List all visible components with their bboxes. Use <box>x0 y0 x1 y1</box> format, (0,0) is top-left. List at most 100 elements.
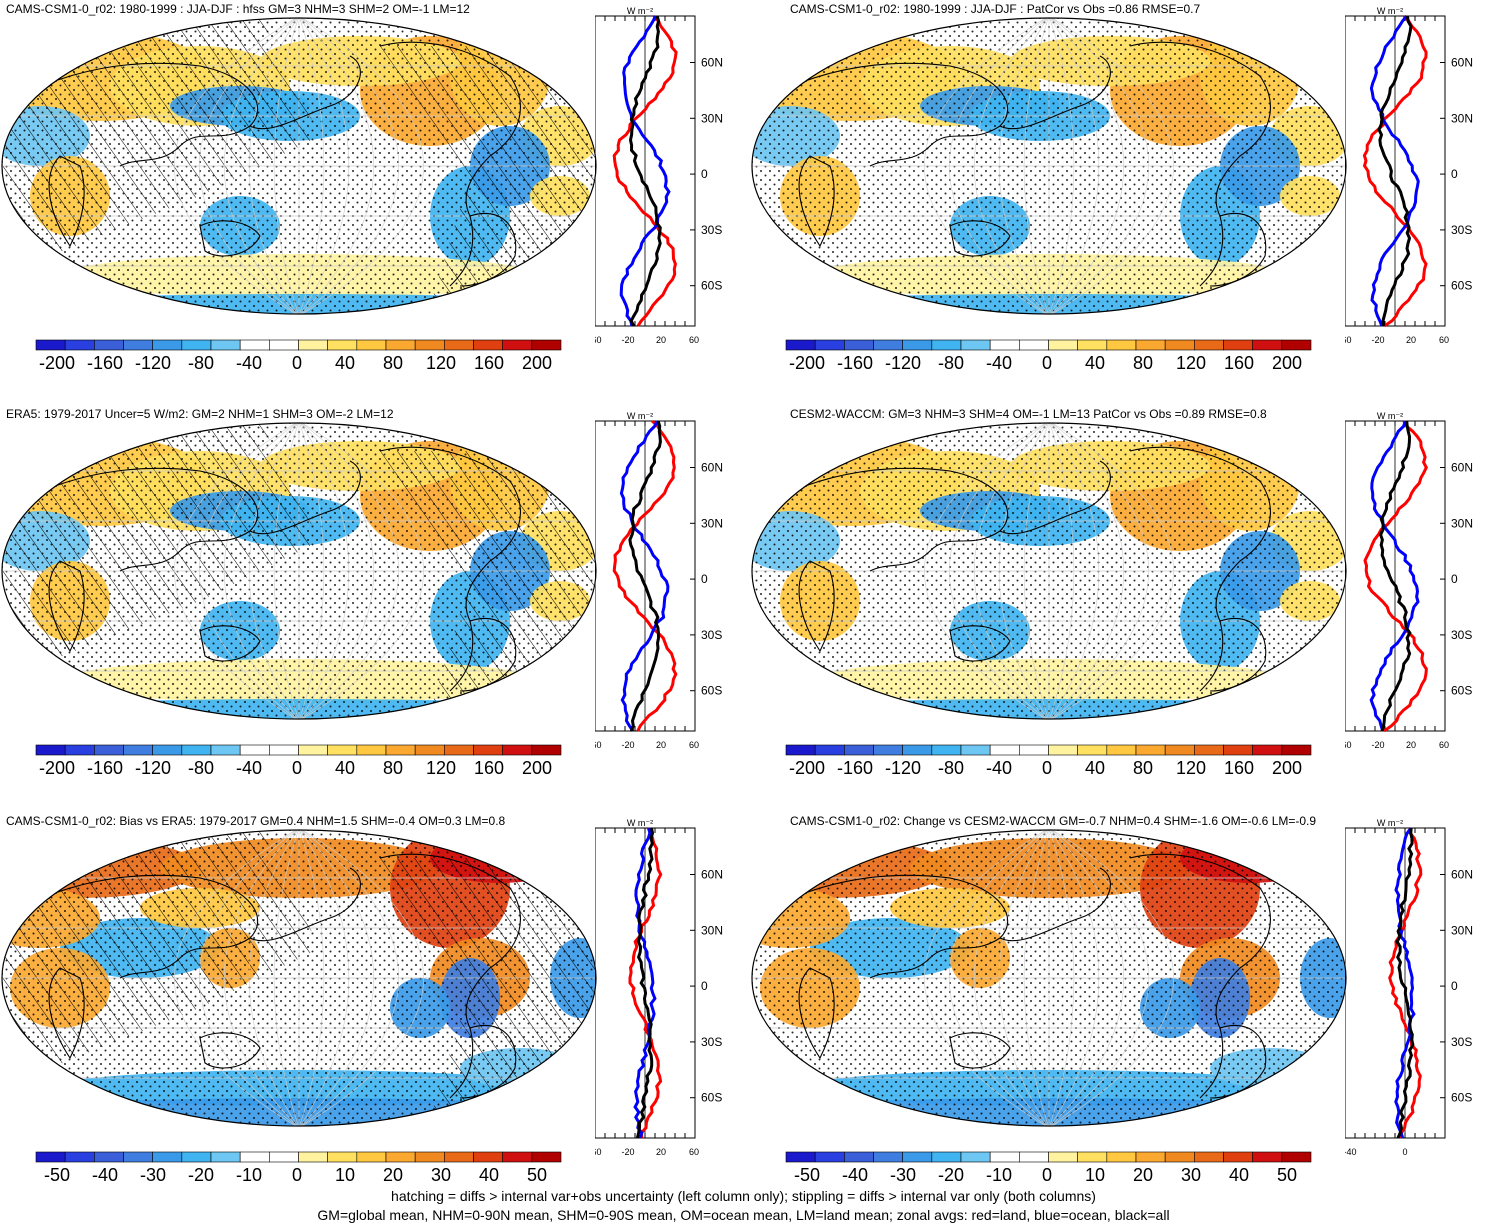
colorbar-tick-label: 0 <box>1041 758 1053 778</box>
colorbar <box>35 1151 562 1163</box>
colorbar-tick-label: 0 <box>291 1165 303 1185</box>
colorbar-tick-label: 0 <box>291 353 303 373</box>
colorbar-tick-label: -160 <box>86 758 124 778</box>
zonal-lat-label: 60N <box>701 868 723 882</box>
colorbar-tick-label: 40 <box>1084 353 1106 373</box>
zonal-lat-label: 60N <box>1451 56 1473 70</box>
colorbar-tick-label: 20 <box>382 1165 404 1185</box>
zonal-lat-label: 60N <box>701 56 723 70</box>
zonal-lat-label: 60S <box>1451 279 1472 293</box>
zonal-lat-label: 60S <box>701 1091 722 1105</box>
colorbar-tick-label: 50 <box>526 1165 548 1185</box>
zonal-lat-label: 30N <box>1451 923 1473 937</box>
zonal-all-curve <box>1378 420 1412 732</box>
colorbar-tick-label: 40 <box>334 758 356 778</box>
panel-title: CESM2-WACCM: GM=3 NHM=3 SHM=4 OM=-1 LM=1… <box>790 407 1267 421</box>
map-panel-6: CAMS-CSM1-0_r02: Change vs CESM2-WACCM G… <box>750 812 1487 1212</box>
zonal-lat-label: 0 <box>1451 167 1458 181</box>
map-plot <box>751 422 1347 720</box>
colorbar-tick-label: 80 <box>382 758 404 778</box>
zonal-x-tick-label: 60 <box>689 335 699 345</box>
colorbar-tick-label: 40 <box>1228 1165 1250 1185</box>
zonal-lat-label: 30N <box>701 923 723 937</box>
zonal-x-tick-label: -20 <box>1371 335 1384 345</box>
zonal-land-curve <box>612 14 678 327</box>
zonal-all-curve <box>1377 15 1413 327</box>
zonal-x-tick-label: 60 <box>1439 740 1449 750</box>
colorbar-tick-label: -120 <box>134 353 172 373</box>
colorbar <box>785 339 1312 351</box>
zonal-all-curve <box>628 420 662 732</box>
map-panel-5: CAMS-CSM1-0_r02: Bias vs ERA5: 1979-2017… <box>0 812 740 1212</box>
map-panel-1: CAMS-CSM1-0_r02: 1980-1999 : JJA-DJF : h… <box>0 0 740 400</box>
colorbar-tick-label: 0 <box>1041 1165 1053 1185</box>
colorbar-labels: -200 -160 -120 -80 -40 0 40 80 120 160 200 <box>35 758 560 782</box>
colorbar-tick-label: -160 <box>86 353 124 373</box>
zonal-lat-label: 60S <box>701 684 722 698</box>
panel-title: CAMS-CSM1-0_r02: 1980-1999 : JJA-DJF : h… <box>6 2 470 16</box>
colorbar-tick-label: 10 <box>1084 1165 1106 1185</box>
colorbar-tick-label: 160 <box>473 353 505 373</box>
zonal-x-tick-label: 20 <box>656 335 666 345</box>
colorbar-tick-label: 40 <box>1084 758 1106 778</box>
zonal-all-curve <box>1395 827 1415 1139</box>
colorbar-tick-label: 120 <box>425 353 457 373</box>
zonal-lat-label: 60N <box>1451 868 1473 882</box>
colorbar-tick-label: -40 <box>985 353 1013 373</box>
zonal-x-tick-label: -60 <box>595 1147 602 1157</box>
map-plot <box>1 829 597 1127</box>
zonal-land-curve <box>612 419 678 732</box>
colorbar-tick-label: -120 <box>884 353 922 373</box>
colorbar-tick-label: 200 <box>1271 353 1303 373</box>
map-panel-4: CESM2-WACCM: GM=3 NHM=3 SHM=4 OM=-1 LM=1… <box>750 405 1487 805</box>
colorbar-tick-label: -80 <box>187 353 215 373</box>
zonal-ocean-curve <box>619 15 671 327</box>
zonal-land-curve <box>1363 420 1428 733</box>
colorbar-tick-label: 20 <box>1132 1165 1154 1185</box>
zonal-x-tick-label: 20 <box>656 740 666 750</box>
zonal-average-plot: W m⁻² 60N 30N 0 30S 60S -60 -20 20 60 <box>1345 6 1473 345</box>
colorbar-labels: -50 -40 -30 -20 -10 0 10 20 30 40 50 <box>785 1165 1310 1189</box>
zonal-land-curve <box>1362 14 1428 328</box>
colorbar-tick-label: -80 <box>937 353 965 373</box>
zonal-x-tick-label: -60 <box>595 335 602 345</box>
zonal-unit-label: W m⁻² <box>627 411 653 421</box>
zonal-lat-label: 0 <box>701 979 708 993</box>
colorbar-tick-label: -20 <box>937 1165 965 1185</box>
zonal-average-plot: W m⁻² 60N 30N 0 30S 60S -60 -20 20 60 <box>595 818 723 1157</box>
footnote-line-2: GM=global mean, NHM=0-90N mean, SHM=0-90… <box>317 1207 1170 1223</box>
colorbar-tick-label: 160 <box>473 758 505 778</box>
zonal-lat-label: 30S <box>1451 628 1472 642</box>
zonal-lat-label: 60S <box>701 279 722 293</box>
colorbar-tick-label: -20 <box>187 1165 215 1185</box>
colorbar-tick-label: -50 <box>43 1165 71 1185</box>
colorbar-tick-label: 40 <box>334 353 356 373</box>
zonal-lat-label: 30S <box>1451 1035 1472 1049</box>
colorbar-labels: -50 -40 -30 -20 -10 0 10 20 30 40 50 <box>35 1165 560 1189</box>
map-panel-2: CAMS-CSM1-0_r02: 1980-1999 : JJA-DJF : P… <box>750 0 1487 400</box>
zonal-x-tick-label: -20 <box>621 1147 634 1157</box>
colorbar-tick-label: -50 <box>793 1165 821 1185</box>
zonal-lat-label: 30S <box>701 223 722 237</box>
panel-title: CAMS-CSM1-0_r02: 1980-1999 : JJA-DJF : P… <box>790 2 1201 16</box>
colorbar-tick-label: -200 <box>788 353 826 373</box>
colorbar-tick-label: 40 <box>478 1165 500 1185</box>
colorbar-tick-label: -200 <box>38 758 76 778</box>
zonal-lat-label: 30S <box>701 628 722 642</box>
zonal-x-tick-label: -60 <box>1345 335 1352 345</box>
zonal-unit-label: W m⁻² <box>1377 411 1403 421</box>
zonal-lat-label: 30N <box>701 516 723 530</box>
colorbar-tick-label: -40 <box>841 1165 869 1185</box>
colorbar <box>785 744 1312 756</box>
zonal-x-tick-label: 20 <box>656 1147 666 1157</box>
colorbar-tick-label: 10 <box>334 1165 356 1185</box>
zonal-x-tick-label: 20 <box>1406 335 1416 345</box>
zonal-lat-label: 60S <box>1451 1091 1472 1105</box>
colorbar-tick-label: 0 <box>291 758 303 778</box>
colorbar-tick-label: 120 <box>1175 353 1207 373</box>
panel-title: CAMS-CSM1-0_r02: Bias vs ERA5: 1979-2017… <box>6 814 506 828</box>
zonal-ocean-curve <box>1394 827 1416 1139</box>
zonal-average-plot: W m⁻² 60N 30N 0 30S 60S -40 0 <box>1345 818 1473 1157</box>
colorbar-tick-label: -40 <box>985 758 1013 778</box>
colorbar-tick-label: -120 <box>134 758 172 778</box>
